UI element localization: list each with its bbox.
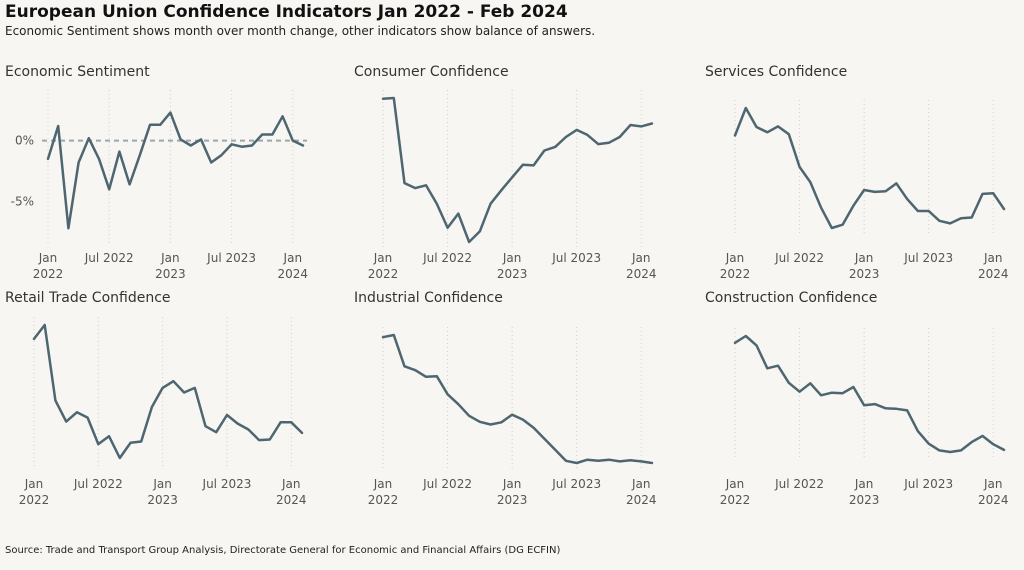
panel-title-services-confidence: Services Confidence (705, 64, 848, 80)
industrial-confidence-x-tick-label: Jul 2023 (551, 477, 601, 491)
economic-sentiment-series-line (46, 111, 305, 230)
retail-trade-confidence-x-tick-label: 2024 (276, 493, 307, 507)
panel-title-industrial-confidence: Industrial Confidence (354, 290, 503, 306)
retail-trade-confidence-x-tick-label: Jan (24, 477, 44, 491)
retail-trade-confidence-x-tick-label: Jul 2023 (202, 477, 252, 491)
services-confidence-x-tick-label: Jul 2022 (774, 251, 824, 265)
services-confidence-x-tick-label: Jan (983, 251, 1003, 265)
consumer-confidence-x-tick-label: Jul 2022 (422, 251, 472, 265)
construction-confidence-x-tick-label: 2022 (720, 493, 751, 507)
chart-subtitle: Economic Sentiment shows month over mont… (5, 24, 596, 38)
retail-trade-confidence-series-line (32, 323, 304, 460)
economic-sentiment-y-tick-label: 0% (15, 134, 34, 148)
consumer-confidence-x-tick-label: 2022 (368, 267, 399, 281)
retail-trade-confidence-x-tick-label: Jul 2022 (73, 477, 123, 491)
construction-confidence-x-tick-label: 2023 (849, 493, 880, 507)
consumer-confidence-x-tick-label: Jan (631, 251, 651, 265)
source-note: Source: Trade and Transport Group Analys… (5, 545, 561, 556)
consumer-confidence-x-tick-label: Jul 2023 (551, 251, 601, 265)
consumer-confidence-x-tick-label: Jan (502, 251, 522, 265)
services-confidence-x-tick-label: Jan (725, 251, 745, 265)
panel-title-consumer-confidence: Consumer Confidence (354, 64, 509, 80)
economic-sentiment-x-tick-label: Jan (283, 251, 303, 265)
economic-sentiment-x-tick-label: Jan (160, 251, 180, 265)
consumer-confidence-series-line (381, 96, 654, 244)
consumer-confidence-x-tick-label: Jan (373, 251, 393, 265)
industrial-confidence-x-tick-label: 2022 (368, 493, 399, 507)
construction-confidence-x-tick-label: Jan (983, 477, 1003, 491)
retail-trade-confidence-x-tick-label: Jan (152, 477, 172, 491)
consumer-confidence-x-tick-label: 2024 (626, 267, 657, 281)
services-confidence-x-tick-label: 2022 (720, 267, 751, 281)
economic-sentiment-y-tick-label: -5% (11, 194, 34, 208)
services-confidence-x-tick-label: Jul 2023 (903, 251, 953, 265)
construction-confidence-x-tick-label: Jul 2022 (774, 477, 824, 491)
consumer-confidence-x-tick-label: 2023 (497, 267, 528, 281)
economic-sentiment-x-tick-label: Jul 2022 (84, 251, 134, 265)
industrial-confidence-x-tick-label: 2023 (497, 493, 528, 507)
panel-title-construction-confidence: Construction Confidence (705, 290, 878, 306)
panel-title-economic-sentiment: Economic Sentiment (5, 64, 150, 80)
industrial-confidence-x-tick-label: Jul 2022 (422, 477, 472, 491)
construction-confidence-x-tick-label: Jan (854, 477, 874, 491)
industrial-confidence-x-tick-label: Jan (373, 477, 393, 491)
construction-confidence-series-line (733, 334, 1006, 454)
chart-title: European Union Confidence Indicators Jan… (5, 2, 568, 22)
construction-confidence-x-tick-label: 2024 (978, 493, 1009, 507)
services-confidence-x-tick-label: 2023 (849, 267, 880, 281)
industrial-confidence-x-tick-label: 2024 (626, 493, 657, 507)
services-confidence-x-tick-label: 2024 (978, 267, 1009, 281)
economic-sentiment-x-tick-label: 2023 (155, 267, 186, 281)
economic-sentiment-x-tick-label: 2022 (33, 267, 64, 281)
industrial-confidence-x-tick-label: Jan (631, 477, 651, 491)
industrial-confidence-series-line (381, 333, 654, 465)
construction-confidence-x-tick-label: Jul 2023 (903, 477, 953, 491)
retail-trade-confidence-x-tick-label: Jan (281, 477, 301, 491)
services-confidence-series-line (733, 106, 1006, 230)
economic-sentiment-x-tick-label: Jul 2023 (206, 251, 256, 265)
industrial-confidence-x-tick-label: Jan (502, 477, 522, 491)
economic-sentiment-x-tick-label: Jan (38, 251, 58, 265)
panel-title-retail-trade-confidence: Retail Trade Confidence (5, 290, 171, 306)
retail-trade-confidence-x-tick-label: 2022 (19, 493, 50, 507)
economic-sentiment-x-tick-label: 2024 (278, 267, 309, 281)
construction-confidence-x-tick-label: Jan (725, 477, 745, 491)
retail-trade-confidence-x-tick-label: 2023 (147, 493, 178, 507)
services-confidence-x-tick-label: Jan (854, 251, 874, 265)
